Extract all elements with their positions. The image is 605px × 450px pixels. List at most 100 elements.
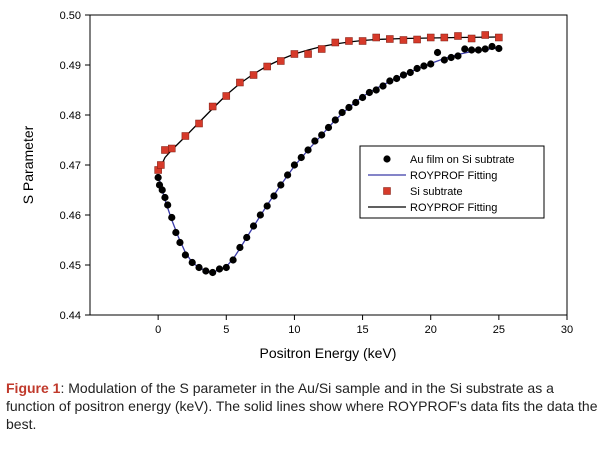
si-substrate-point <box>290 50 299 58</box>
au-film-point <box>393 74 401 83</box>
legend-symbol-circle <box>383 155 391 163</box>
legend-label: ROYPROF Fitting <box>410 170 497 182</box>
chart: 0.44 0.45 0.46 0.47 0.48 0.49 0.50 0 5 10 15 20 25 3… <box>20 10 573 361</box>
x-axis: 0 5 10 15 20 25 30 <box>155 315 573 336</box>
au-film-point <box>209 268 217 277</box>
x-tick-label: 5 <box>223 324 229 336</box>
x-tick-label: 20 <box>425 324 437 336</box>
y-tick-label: 0.48 <box>60 110 81 122</box>
au-film-point <box>256 211 264 219</box>
au-film-point <box>474 46 483 54</box>
y-tick-label: 0.46 <box>60 210 81 222</box>
si-substrate-point <box>249 71 258 79</box>
si-substrate-point <box>263 62 271 71</box>
au-film-point <box>249 222 258 230</box>
figure-caption: Figure 1: Modulation of the S parameter … <box>6 379 598 433</box>
si-substrate-point <box>372 33 380 42</box>
au-film-point <box>352 98 360 107</box>
au-film-point <box>365 88 373 97</box>
au-film-point <box>420 62 428 70</box>
y-axis: 0.44 0.45 0.46 0.47 0.48 0.49 0.50 <box>60 10 90 322</box>
au-film-point <box>215 265 224 273</box>
si-substrate-point <box>399 36 408 44</box>
si-substrate-point <box>426 33 435 42</box>
au-film-point <box>277 181 285 189</box>
si-substrate-point <box>495 33 503 42</box>
au-film-point <box>195 263 203 272</box>
si-substrate-point <box>331 38 340 47</box>
si-substrate-point <box>481 31 489 39</box>
au-film-point <box>468 46 476 54</box>
au-film-point <box>324 123 333 132</box>
au-film-point <box>168 213 176 222</box>
si-substrate-point <box>413 35 421 44</box>
au-film-point <box>495 44 503 53</box>
y-tick-label: 0.44 <box>60 310 81 322</box>
y-tick-label: 0.45 <box>60 260 81 272</box>
au-film-point <box>263 202 271 210</box>
si-substrate-point <box>454 32 462 40</box>
y-tick-label: 0.49 <box>60 60 81 72</box>
si-substrate-point <box>386 35 394 43</box>
si-substrate-point <box>277 57 285 65</box>
si-substrate-point <box>317 45 326 53</box>
au-film-point <box>172 228 180 237</box>
au-film-point <box>176 238 184 247</box>
au-film-point <box>222 263 230 272</box>
au-film-point <box>447 53 455 62</box>
au-film-point <box>454 52 462 60</box>
legend-box <box>359 145 545 219</box>
x-tick-label: 0 <box>155 324 161 336</box>
au-film-point <box>304 146 312 154</box>
si-substrate-point <box>161 146 169 154</box>
au-film-point <box>406 68 414 77</box>
au-film-point <box>158 186 166 194</box>
au-film-point <box>229 256 237 264</box>
si-substrate-point <box>304 50 312 58</box>
y-axis-label: S Parameter <box>20 125 36 204</box>
caption-text: : Modulation of the S parameter in the A… <box>6 380 598 432</box>
au-film-point <box>399 71 408 79</box>
au-film-point <box>331 116 339 124</box>
au-film-point <box>338 108 346 117</box>
si-substrate-point <box>195 119 203 128</box>
legend-symbol-square <box>383 187 391 195</box>
caption-label: Figure 1 <box>6 380 61 396</box>
legend-label: ROYPROF Fitting <box>410 202 497 214</box>
data-markers <box>154 31 503 277</box>
legend-label: Si subtrate <box>410 186 463 198</box>
au-film-point <box>290 161 299 169</box>
x-tick-label: 10 <box>288 324 300 336</box>
au-film-point <box>440 56 448 64</box>
si-substrate-point <box>208 102 217 111</box>
au-film-point <box>488 42 496 51</box>
si-substrate-point <box>222 92 231 100</box>
au-film-point <box>311 137 319 145</box>
si-substrate-point <box>467 34 476 43</box>
au-film-point <box>372 86 380 94</box>
au-film-point <box>427 60 435 68</box>
au-film-point <box>270 192 278 200</box>
au-film-point <box>318 131 326 139</box>
au-film-point <box>164 201 172 209</box>
legend: Au film on Si subtrate ROYPROF Fitting Si … <box>359 145 545 219</box>
au-film-point <box>433 48 442 57</box>
au-film-point <box>461 45 469 53</box>
au-film-point <box>161 193 169 202</box>
legend-label: Au film on Si subtrate <box>410 154 515 166</box>
au-film-point <box>181 251 189 259</box>
au-film-point <box>202 267 210 275</box>
x-tick-label: 25 <box>493 324 505 336</box>
au-film-point <box>358 93 367 102</box>
si-substrate-point <box>358 37 367 45</box>
si-substrate-point <box>440 33 449 42</box>
si-substrate-point <box>181 132 190 140</box>
au-film-point <box>345 103 353 112</box>
au-film-point <box>243 233 251 242</box>
au-film-point <box>481 45 489 53</box>
si-substrate-point <box>168 144 176 153</box>
si-substrate-point <box>236 78 244 87</box>
x-axis-label: Positron Energy (keV) <box>260 345 397 361</box>
au-film-point <box>386 77 394 85</box>
x-tick-label: 15 <box>356 324 368 336</box>
